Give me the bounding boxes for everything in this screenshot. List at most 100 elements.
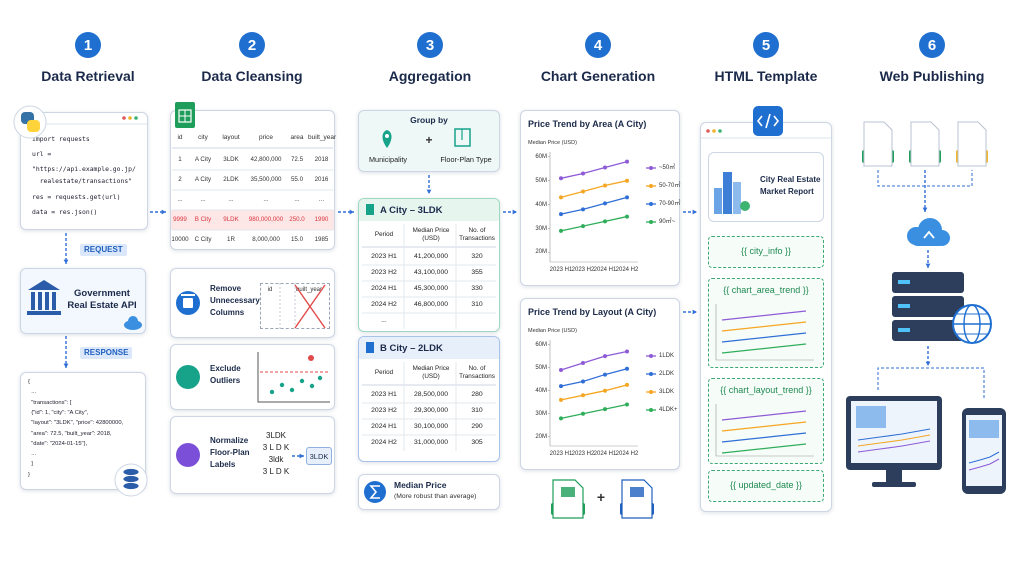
legend-label: 70-90㎡ <box>659 201 681 207</box>
group-key: Floor-Plan Type <box>440 155 492 164</box>
y-tick-label: 60M <box>535 341 547 348</box>
chart-title: Price Trend by Area (A City) <box>528 119 647 129</box>
table-cell: ... <box>294 196 300 203</box>
server-unit <box>892 320 964 341</box>
chart-card <box>520 298 680 470</box>
table-header: id <box>177 134 183 141</box>
arrow-head <box>63 259 69 264</box>
table-header: layout <box>222 134 240 141</box>
median-note: (More robust than average) <box>394 493 477 500</box>
x-tick-label: 2024 H2 <box>615 451 639 457</box>
table-cell: 2016 <box>314 176 329 183</box>
aggregate-cell: 2024 H1 <box>371 423 397 430</box>
aggregate-col-header: No. of Transactions <box>459 365 495 380</box>
file-icon-mark <box>561 487 575 497</box>
aggregate-col-header: Period <box>374 369 394 377</box>
table-cell: 42,800,000 <box>250 156 282 163</box>
file-icon-mark <box>630 487 644 497</box>
json-line: "date": "2024-01-15"}, <box>28 440 88 447</box>
x-tick-label: 2024 H1 <box>593 267 617 273</box>
aggregate-cell: 31,000,000 <box>413 439 449 446</box>
step-number: 5 <box>753 32 779 58</box>
placeholder-text: {{ updated_date }} <box>729 480 803 490</box>
cleansing-label: Labels <box>210 460 236 469</box>
api-name: Government <box>74 288 130 299</box>
arrow-head <box>426 189 432 194</box>
cleansing-label: Exclude <box>210 364 241 373</box>
code-line: realestate/transactions" <box>32 177 133 185</box>
table-cell: 250.0 <box>289 216 305 223</box>
aggregate-col-header: No. of Transactions <box>459 227 495 242</box>
y-tick-label: 50M <box>535 177 547 184</box>
legend-label: 2LDK <box>659 371 675 377</box>
json-line: "layout": "3LDK", "price": 42800000, <box>28 420 124 427</box>
screen-preview-line <box>968 458 1000 471</box>
aggregate-cell: 2023 H2 <box>371 269 397 276</box>
screen-preview-line <box>857 440 931 453</box>
cleansing-label: Unnecessary <box>210 296 260 305</box>
legend-label: 50-70㎡ <box>659 183 681 189</box>
code-line: import requests <box>32 135 90 143</box>
label-variant: 3ldk <box>268 455 284 464</box>
group-key: Municipality <box>368 155 408 164</box>
table-cell: 1985 <box>314 236 329 243</box>
aggregate-cell: 2024 H2 <box>371 301 397 308</box>
cloud-icon <box>912 236 944 246</box>
json-line: } <box>28 471 30 478</box>
cleansing-label: Normalize <box>210 436 249 445</box>
placeholder <box>708 236 824 268</box>
aggregate-title: B City – 2LDK <box>380 343 443 354</box>
code-line: "https://api.example.go.jp/ <box>32 165 136 173</box>
api-name: Real Estate API <box>67 300 137 311</box>
table-cell: 1R <box>227 236 235 243</box>
upload-arrow <box>923 230 935 239</box>
mini-header: id <box>267 287 273 293</box>
placeholder-text: {{ chart_layout_trend }} <box>720 385 812 395</box>
aggregate-cell: 330 <box>471 285 483 292</box>
y-tick-label: 40M <box>535 201 547 208</box>
file-badge: PNG <box>909 150 941 163</box>
table-cell: 2LDK <box>223 176 239 183</box>
aggregate-cell: 310 <box>471 301 483 308</box>
response-label: RESPONSE <box>80 347 133 359</box>
server-unit <box>892 272 964 293</box>
report-title: City Real Estate <box>760 175 821 184</box>
aggregate-col-header: Median Price (USD) <box>412 227 450 242</box>
aggregate-cell: 280 <box>471 391 483 398</box>
normalized-label: 3LDK <box>306 447 332 465</box>
cleansing-label: Outliers <box>210 376 241 385</box>
table-header: city <box>198 134 208 141</box>
aggregate-cell: 2023 H1 <box>371 253 397 260</box>
table-cell: ... <box>200 196 206 203</box>
code-line: url = <box>32 150 52 158</box>
group-by-box <box>358 110 500 172</box>
y-tick-label: 30M <box>535 225 547 232</box>
file-badge: JS <box>956 150 988 163</box>
json-line: {"id": 1, "city": "A City", <box>28 409 89 416</box>
aggregate-cell: 290 <box>471 423 483 430</box>
arrow-head <box>63 363 69 368</box>
step-title: Chart Generation <box>540 68 656 84</box>
y-tick-label: 30M <box>535 410 547 417</box>
table-cell: 10000 <box>171 236 189 243</box>
arrow-head <box>692 309 697 315</box>
cloud-icon <box>907 227 925 245</box>
aggregate-cell: ... <box>381 317 387 324</box>
aggregate-cell: 28,500,000 <box>413 391 449 398</box>
step-title: Data Cleansing <box>201 68 303 84</box>
step-title: HTML Template <box>714 68 818 84</box>
table-cell: 2 <box>178 176 182 183</box>
aggregate-cell: 30,100,000 <box>413 423 449 430</box>
aggregate-cell: 29,300,000 <box>413 407 449 414</box>
screen-preview-line <box>857 434 931 447</box>
group-by-joiner: + <box>425 133 433 147</box>
monitor <box>846 396 942 470</box>
globe-line <box>963 304 981 344</box>
label-variant: 3 L D K <box>262 443 290 452</box>
aggregate-cell: 2023 H1 <box>371 391 397 398</box>
arrow-head <box>692 209 697 215</box>
json-line: "area": 72.5, "built_year": 2018, <box>28 430 112 437</box>
table-cell: 9999 <box>173 216 187 223</box>
screen-preview-line <box>857 428 931 441</box>
